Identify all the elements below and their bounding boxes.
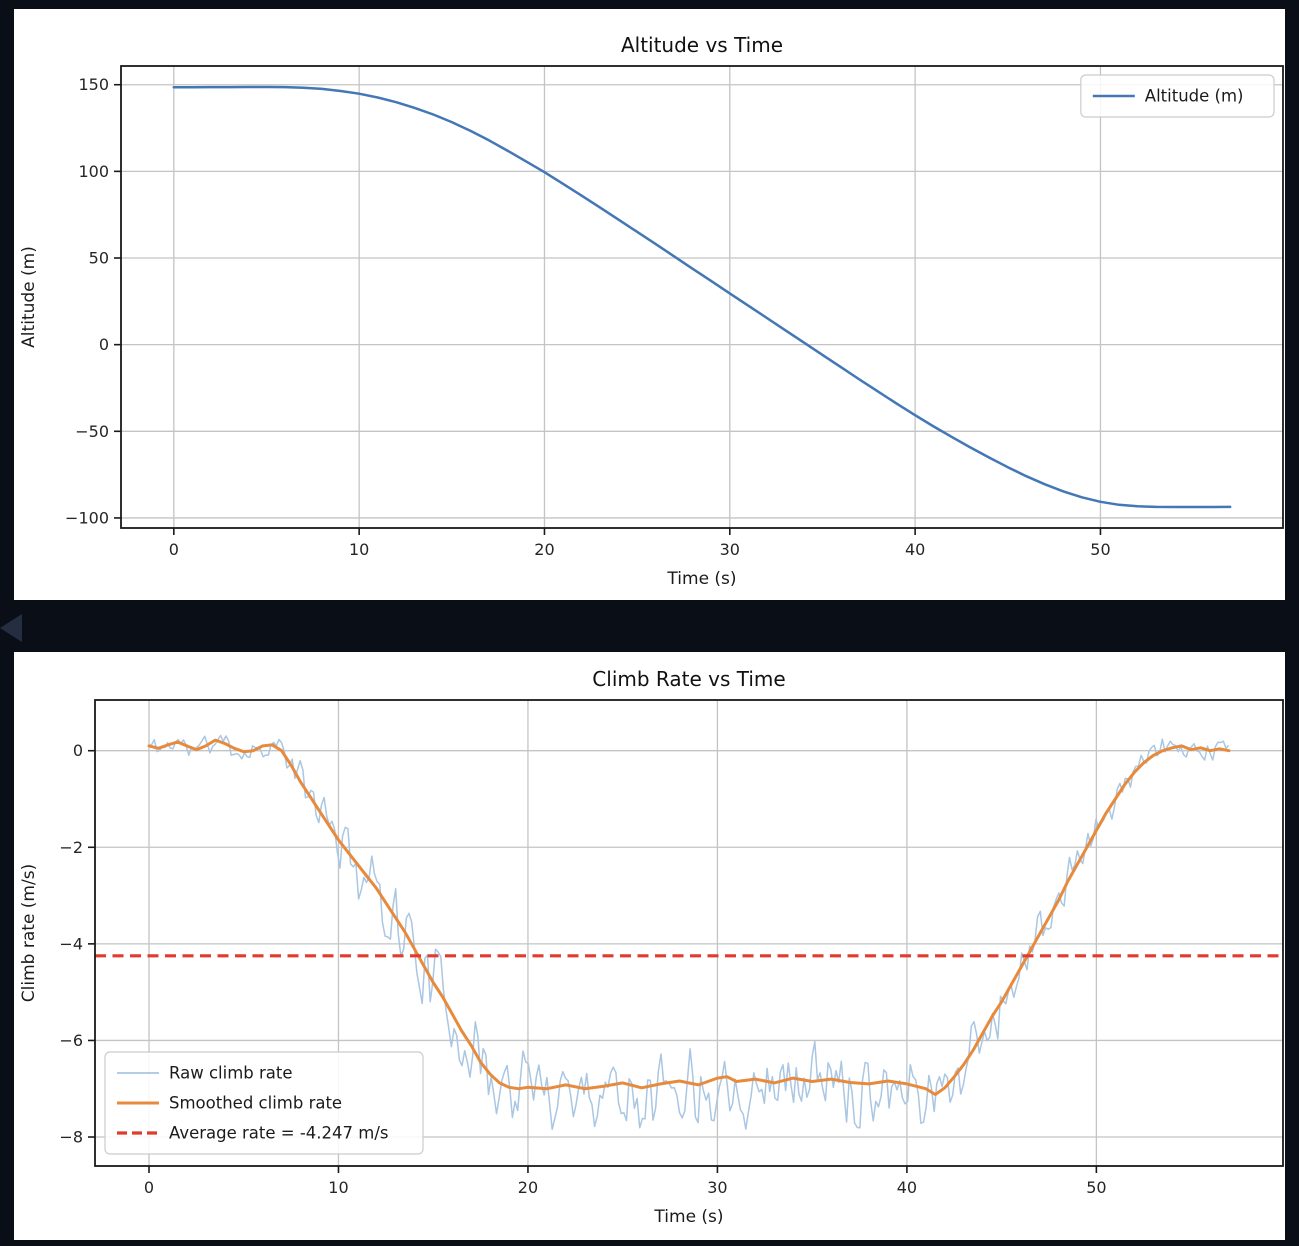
collapse-arrow-icon[interactable] [0,614,22,642]
x-tick-label: 30 [707,1178,727,1197]
legend-label: Altitude (m) [1145,87,1244,106]
x-tick-label: 10 [328,1178,348,1197]
legend-label: Smoothed climb rate [169,1094,342,1113]
x-tick-label: 30 [720,540,740,559]
altitude-m-line [172,85,1232,509]
y-tick-label: −50 [75,422,109,441]
axes-spines [94,699,1284,1167]
x-tick-label: 50 [1090,540,1110,559]
y-tick-label: −100 [65,508,109,527]
altitude-chart: 0 10 20 30 40 50 150 100 50 0 −50 −100 Altitude vs T… [14,9,1285,600]
x-tick-label: 0 [169,540,179,559]
y-axis-label: Altitude (m) [19,246,39,348]
x-tick-label: 20 [534,540,554,559]
climb-rate-chart-figure: 0 10 20 30 40 50 0 −2 −4 −6 −8 Climb Rate vs Time Ti… [14,652,1285,1240]
legend-label: Average rate = -4.247 m/s [169,1124,389,1143]
y-tick-label: 0 [73,741,83,760]
figure-background [14,9,1285,600]
x-tick-label: 40 [905,540,925,559]
x-tick-label: 0 [144,1178,154,1197]
legend-box [104,1051,424,1155]
legend-box [1080,74,1275,118]
y-tick-label: −2 [59,838,83,857]
y-tick-label: 50 [89,249,109,268]
y-tick-label: 0 [99,335,109,354]
y-axis-label: Climb rate (m/s) [19,864,39,1002]
axes-spines [120,65,1284,529]
smoothed-climb-rate-line [147,738,1231,1096]
chart-title: Altitude vs Time [621,33,783,57]
plot-series-group [172,85,1232,509]
x-axis-label: Time (s) [653,1207,723,1227]
x-tick-label: 10 [349,540,369,559]
chart-title: Climb Rate vs Time [592,667,785,691]
plot-series-group [95,734,1283,1131]
y-tick-label: −6 [59,1031,83,1050]
x-axis-label: Time (s) [666,569,736,589]
y-tick-label: −4 [59,934,83,953]
y-tick-label: 100 [78,162,109,181]
altitude-chart-figure: 0 10 20 30 40 50 150 100 50 0 −50 −100 Altitude vs T… [14,9,1285,600]
x-tick-label: 50 [1086,1178,1106,1197]
legend-label: Raw climb rate [169,1064,293,1083]
y-tick-label: −8 [59,1128,83,1147]
x-tick-label: 20 [518,1178,538,1197]
x-tick-label: 40 [897,1178,917,1197]
climb-rate-chart: 0 10 20 30 40 50 0 −2 −4 −6 −8 Climb Rate vs Time Ti… [14,652,1285,1240]
y-tick-label: 150 [78,75,109,94]
